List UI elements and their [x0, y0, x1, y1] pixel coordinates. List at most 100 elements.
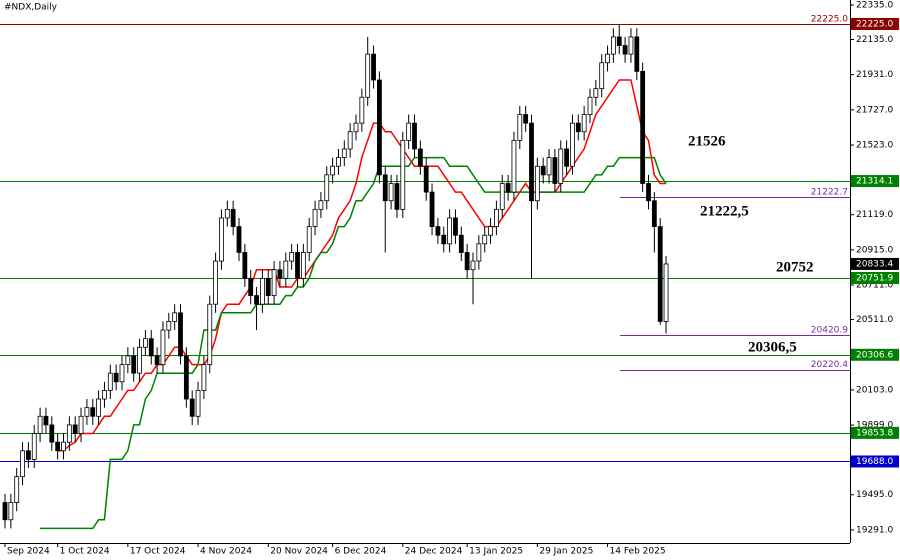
candle-body: [172, 312, 178, 322]
annotation: 20752: [776, 259, 814, 275]
candle-body: [248, 277, 254, 296]
candle-body: [605, 53, 610, 64]
candle-body: [78, 415, 84, 434]
x-tick-label: 17 Oct 2024: [130, 547, 186, 557]
candle-body: [347, 131, 353, 150]
x-tick-label: 20 Nov 2024: [270, 547, 328, 557]
x-tick-label: 13 Jan 2025: [469, 547, 523, 557]
candle-body: [552, 157, 558, 184]
candle-body: [295, 252, 300, 279]
candle-body: [511, 139, 517, 193]
candle-body: [259, 277, 265, 305]
candle-body: [166, 321, 172, 331]
level-label: 20751.9: [856, 274, 893, 284]
candle-body: [102, 390, 107, 400]
candle-body: [31, 433, 37, 460]
y-tick-label: 21523.0: [856, 141, 893, 151]
candle-body: [254, 295, 259, 305]
candle-body: [646, 183, 651, 202]
candle-body: [482, 234, 488, 245]
candle-body: [540, 165, 546, 176]
candle-body: [213, 260, 219, 305]
y-tick-label: 21727.0: [856, 105, 893, 115]
y-tick-label: 20915.0: [856, 245, 893, 255]
candle-body: [66, 424, 72, 443]
candle-body: [581, 114, 587, 133]
candle-body: [300, 252, 306, 279]
candle-body: [84, 407, 90, 417]
candle-body: [324, 174, 330, 202]
level-label-box: [851, 17, 899, 30]
candle-body: [476, 243, 482, 262]
level-label-box: [851, 257, 899, 270]
candle-body: [376, 79, 382, 176]
indicator-line: [40, 156, 667, 530]
candle-body: [640, 70, 646, 184]
level-line-label: 21222.7: [811, 187, 848, 197]
candle-body: [113, 372, 119, 383]
x-tick-label: 1 Oct 2024: [60, 547, 110, 557]
candle-body: [189, 398, 195, 417]
candle-body: [195, 390, 201, 417]
y-tick-label: 22135.0: [856, 35, 893, 45]
candle-body: [365, 53, 371, 98]
y-tick-label: 21119.0: [856, 210, 893, 220]
candle-body: [341, 148, 347, 159]
candle-body: [593, 88, 599, 98]
candle-body: [634, 36, 640, 72]
level-label-box: [851, 175, 899, 188]
candle-body: [96, 398, 101, 417]
candle-body: [388, 183, 394, 202]
candle-body: [423, 165, 429, 193]
y-tick-label: 19495.0: [856, 490, 893, 500]
level-label: 19853.8: [856, 428, 893, 438]
candle-body: [534, 165, 540, 202]
y-tick-label: 20711.0: [856, 281, 893, 291]
candle-body: [265, 277, 271, 296]
candle-body: [90, 407, 96, 417]
candle-body: [107, 372, 113, 391]
candle-body: [271, 269, 277, 296]
candle-body: [178, 312, 183, 357]
candle-body: [61, 441, 66, 452]
candle-body: [201, 364, 207, 391]
candle-body: [14, 476, 20, 503]
candle-body: [142, 338, 148, 348]
candle-body: [148, 338, 154, 357]
candle-body: [412, 122, 417, 150]
candle-body: [371, 53, 376, 81]
candle-body: [25, 450, 31, 460]
candle-body: [599, 62, 605, 90]
x-tick-label: 4 Nov 2024: [200, 547, 252, 557]
candle-body: [587, 96, 593, 115]
candle-body: [505, 183, 511, 193]
candle-body: [72, 424, 78, 434]
level-label: 20306.6: [856, 350, 893, 360]
y-tick-label: 21931.0: [856, 70, 893, 80]
annotation: 21526: [688, 133, 726, 149]
level-label-box: [851, 455, 899, 468]
level-label: 22225.0: [856, 19, 893, 29]
candle-body: [289, 252, 295, 262]
candle-body: [558, 148, 564, 184]
candle-body: [224, 208, 230, 219]
candle-body: [570, 122, 575, 167]
candle-body: [564, 148, 569, 167]
candle-body: [55, 441, 61, 452]
candle-body: [137, 346, 142, 374]
candle-body: [575, 122, 581, 133]
y-tick-label: 20511.0: [856, 315, 893, 325]
candle-body: [663, 263, 669, 322]
candle-body: [499, 183, 505, 210]
candle-body: [207, 303, 213, 365]
level-label-box: [851, 426, 899, 439]
candle-body: [394, 183, 400, 210]
chart-title: #NDX,Daily: [4, 3, 58, 13]
x-tick-label: 6 Dec 2024: [335, 547, 387, 557]
level-line-label: 22225.0: [811, 14, 848, 24]
candle-body: [529, 122, 534, 202]
candle-body: [119, 364, 125, 383]
level-label-box: [851, 272, 899, 285]
